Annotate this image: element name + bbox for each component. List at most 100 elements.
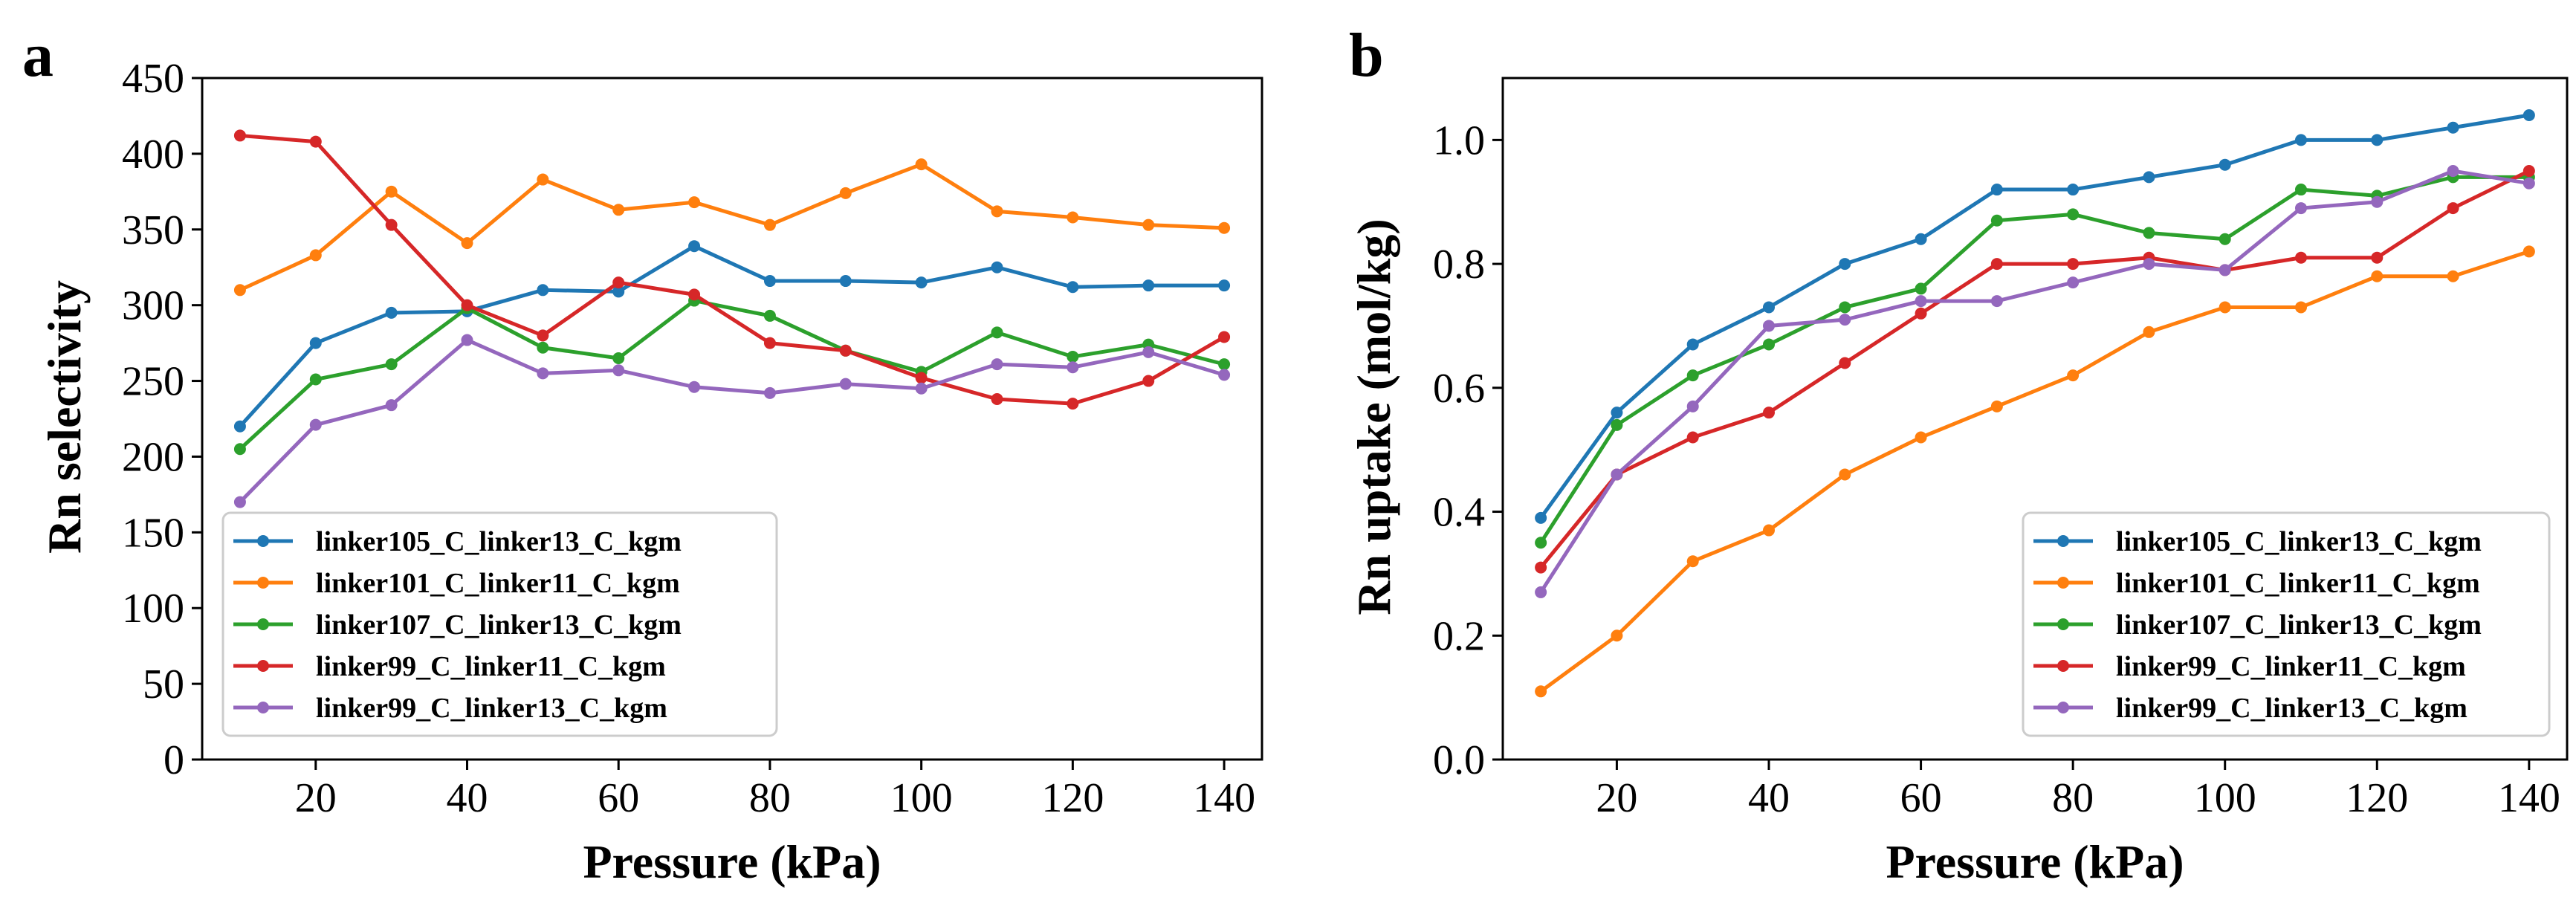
panel-b-series-1-point [2143, 326, 2155, 338]
panel-a-legend-label: linker101_C_linker11_C_kgm [316, 568, 680, 599]
panel-a-series-4-point [763, 386, 776, 399]
panel-b-series-line-2 [1539, 175, 2529, 544]
panel-b-series-0-point [2522, 109, 2535, 122]
panel-b-series-1-point [1839, 468, 1851, 481]
panel-b-series-3-point [1915, 307, 1927, 320]
panel-a-series-3-point [915, 372, 928, 384]
panel-a-series-2-point [1067, 350, 1079, 363]
panel-b-series-4-point [2143, 258, 2155, 271]
panel-b-series-0-point [1763, 301, 1775, 314]
panel-b-x-tick-label: 140 [2498, 775, 2560, 821]
panel-b-series-1-point [2067, 369, 2080, 382]
panel-a-series-1-point [1067, 211, 1079, 224]
panel-b-series-0-point [2447, 121, 2459, 134]
panel-a-legend-box [221, 511, 778, 737]
panel-a-series-0-point [915, 276, 928, 289]
panel-a-series-3-point [1142, 375, 1155, 387]
panel-b-legend-label: linker107_C_linker13_C_kgm [2116, 609, 2482, 641]
panel-b-series-0-point [2219, 158, 2231, 171]
panel-b-series-0-point [1990, 184, 2003, 196]
panel-b-x-tick-label: 40 [1748, 775, 1790, 821]
panel-b-series-3-point [2522, 165, 2535, 178]
panel-a-series-4-point [233, 496, 246, 508]
panel-b-uptake-chart: b Pressure (kPa) Rn uptake (mol/kg) 20 40… [1347, 21, 2569, 888]
panel-b-series-1-point [1611, 629, 1623, 642]
panel-a-y-tick-label: 100 [122, 586, 184, 632]
panel-b-legend-box [2022, 511, 2551, 737]
panel-a-series-2-point [612, 352, 625, 364]
panel-b-series-1-point [2371, 270, 2384, 282]
panel-b-series-2-point [2219, 233, 2231, 245]
panel-b-series-0-point [1611, 407, 1623, 419]
panel-b-series-3-point [1535, 561, 1547, 574]
panel-b-series-3-point [1839, 357, 1851, 369]
panel-a-legend-swatch-marker [257, 577, 269, 589]
panel-b-x-tick-label: 80 [2052, 775, 2094, 821]
panel-b-legend-label: linker105_C_linker13_C_kgm [2116, 526, 2482, 557]
panel-b-series-0-point [1915, 233, 1927, 245]
panel-a-series-3-point [763, 337, 776, 349]
panel-a-selectivity-chart: a Pressure (kPa) Rn selectivity 20 40 60 80… [22, 21, 1263, 888]
panel-a-series-0-point [1218, 279, 1231, 292]
panel-a-series-3-point [612, 276, 625, 289]
panel-b-series-2-point [1535, 537, 1547, 549]
panel-b-y-tick-label: 0.8 [1433, 242, 1485, 288]
panel-a-series-4-point [1067, 361, 1079, 374]
panel-b-series-2-point [2067, 208, 2080, 221]
panel-b-series-1-point [2219, 301, 2231, 314]
panel-a-series-4-point [915, 382, 928, 395]
panel-b-x-axis-title: Pressure (kPa) [1886, 835, 2184, 888]
panel-b-series-2-point [1839, 301, 1851, 314]
panel-letter-a: a [22, 21, 54, 90]
panel-b-series-3-point [2067, 258, 2080, 271]
panel-a-x-tick-label: 20 [295, 775, 337, 821]
panel-a-series-4-point [991, 358, 1003, 371]
panel-b-series-1-point [2522, 245, 2535, 258]
panel-a-series-1-point [763, 218, 776, 231]
panel-b-series-3-point [2371, 251, 2384, 264]
panel-a-series-1-point [612, 204, 625, 216]
panel-a-y-tick-label: 250 [122, 359, 184, 405]
panel-a-series-1-point [1218, 221, 1231, 234]
panel-b-legend-label: linker99_C_linker13_C_kgm [2116, 693, 2467, 724]
panel-a-series-1-point [385, 185, 398, 198]
panel-a-x-tick-label: 100 [890, 775, 953, 821]
panel-a-series-3-point [991, 393, 1003, 406]
panel-a-series-1-point [1142, 218, 1155, 231]
panel-a-y-tick-label: 300 [122, 283, 184, 329]
panel-a-series-0-point [233, 420, 246, 433]
panel-b-series-3-point [2295, 251, 2307, 264]
panel-b-series-line-4 [1539, 169, 2530, 594]
panel-a-series-3-point [233, 129, 246, 142]
panel-a-series-3-point [385, 218, 398, 231]
panel-a-series-0-point [1067, 281, 1079, 294]
panel-a-series-3-point [537, 329, 549, 342]
panel-a-series-2-point [537, 341, 549, 354]
panel-b-x-tick-label: 20 [1596, 775, 1637, 821]
panel-a-series-2-point [385, 358, 398, 371]
panel-b-x-tick-label: 120 [2346, 775, 2408, 821]
panel-a-series-3-point [1067, 398, 1079, 410]
panel-b-series-1-point [1535, 685, 1547, 698]
panel-b-series-4-point [1686, 400, 1699, 412]
panel-b-series-3-point [1686, 431, 1699, 444]
panel-b-y-tick-label: 0.6 [1433, 366, 1485, 412]
panel-b-series-1-point [1915, 431, 1927, 444]
panel-b-y-tick-label: 0.0 [1433, 737, 1485, 783]
panel-b-series-4-point [1535, 586, 1547, 598]
panel-a-series-0-point [839, 275, 852, 288]
panel-a-legend-swatch-marker [257, 618, 269, 630]
panel-b-series-0-point [2067, 184, 2080, 196]
panel-a-y-axis-title: Rn selectivity [38, 280, 91, 554]
panel-b-series-4-point [2371, 195, 2384, 208]
panel-b-series-0-point [2143, 171, 2155, 184]
panel-b-y-tick-label: 1.0 [1433, 117, 1485, 164]
panel-a-legend-label: linker99_C_linker11_C_kgm [316, 651, 666, 682]
panel-a-legend-label: linker99_C_linker13_C_kgm [316, 693, 667, 724]
panel-b-legend-swatch-marker [2057, 618, 2069, 630]
panel-a-series-4-point [612, 364, 625, 377]
panel-a-series-2-point [233, 443, 246, 456]
panel-a-series-0-point [309, 337, 322, 349]
panel-a-series-2-point [309, 373, 322, 386]
panel-a-series-3-point [461, 299, 473, 311]
